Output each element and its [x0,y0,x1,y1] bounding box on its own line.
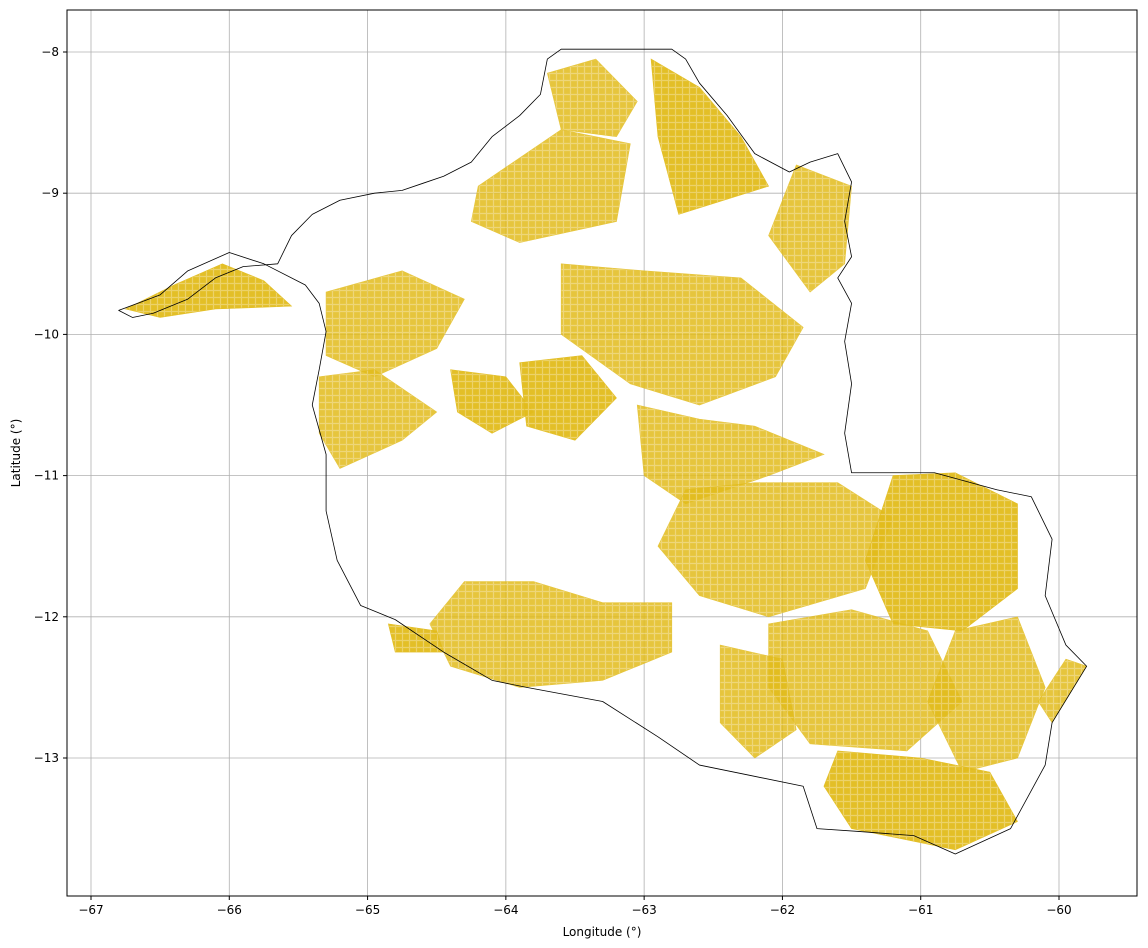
parcel-cluster [546,58,638,138]
x-tick-label: −62 [770,903,795,917]
parcel-cluster [768,164,852,293]
x-tick-label: −63 [631,903,656,917]
parcel-cluster [650,58,770,215]
parcel-cluster [450,369,534,434]
y-tick-label: −10 [34,327,59,341]
parcel-cluster [519,355,617,441]
parcel-cluster [325,270,465,378]
land-parcels [124,58,1088,851]
parcel-cluster [560,263,804,406]
parcel-cluster [429,581,673,688]
x-axis-ticks: −67 −66 −65 −64 −63 −62 −61 −60 [78,896,1072,917]
y-axis-label: Latitude (°) [9,419,23,488]
y-axis-ticks: −8 −9 −10 −11 −12 −13 [34,45,67,765]
parcel-cluster [318,369,438,469]
parcel-cluster [1037,658,1088,724]
x-tick-label: −64 [493,903,518,917]
y-tick-label: −13 [34,751,59,765]
parcel-cluster [865,472,1018,632]
x-tick-label: −60 [1046,903,1071,917]
parcel-cluster [124,263,293,318]
x-tick-label: −67 [78,903,103,917]
parcel-cluster [636,404,825,505]
x-tick-label: −65 [355,903,380,917]
parcel-cluster [927,616,1046,773]
x-tick-label: −61 [908,903,933,917]
parcel-cluster [657,482,894,618]
x-axis-label: Longitude (°) [563,925,642,939]
x-tick-label: −66 [217,903,242,917]
parcel-cluster [768,609,963,752]
state-boundary [118,48,1088,855]
y-tick-label: −8 [41,45,59,59]
y-tick-label: −9 [41,186,59,200]
parcel-cluster [470,129,631,243]
y-tick-label: −11 [34,469,59,483]
parcel-cluster [719,644,797,759]
parcel-cluster [823,750,1018,851]
rondonia-boundary-outline [118,48,1088,855]
y-tick-label: −12 [34,610,59,624]
axes-frame [66,9,1138,897]
